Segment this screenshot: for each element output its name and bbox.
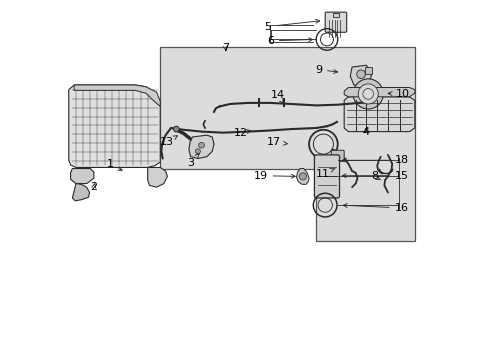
Text: 15: 15 (342, 171, 408, 181)
Text: 9: 9 (314, 64, 337, 75)
Text: 19: 19 (253, 171, 295, 181)
Bar (364, 67, 371, 74)
Text: 8: 8 (370, 171, 380, 181)
Circle shape (356, 70, 365, 78)
Circle shape (299, 173, 306, 180)
Polygon shape (160, 47, 414, 241)
Polygon shape (344, 87, 414, 97)
Text: 7: 7 (222, 43, 228, 53)
Text: 14: 14 (270, 90, 284, 103)
Text: 11: 11 (315, 168, 334, 179)
Polygon shape (296, 168, 308, 184)
Text: 12: 12 (233, 128, 250, 138)
Text: 6: 6 (266, 36, 312, 46)
Polygon shape (69, 85, 160, 167)
Bar (332, 13, 338, 17)
Polygon shape (70, 168, 94, 184)
Circle shape (195, 149, 200, 154)
Text: 16: 16 (343, 203, 408, 213)
Polygon shape (344, 97, 414, 132)
Polygon shape (188, 135, 214, 158)
Circle shape (198, 142, 204, 148)
Circle shape (357, 84, 378, 104)
FancyBboxPatch shape (325, 12, 346, 32)
Text: 17: 17 (266, 138, 287, 147)
Text: 13: 13 (160, 136, 177, 147)
Text: 5: 5 (264, 19, 319, 32)
Circle shape (173, 126, 179, 132)
FancyBboxPatch shape (330, 150, 344, 161)
Text: 1: 1 (106, 159, 122, 170)
Text: 3: 3 (187, 154, 199, 168)
Polygon shape (72, 184, 89, 201)
Text: 4: 4 (362, 127, 368, 136)
Text: 2: 2 (90, 182, 97, 192)
Polygon shape (147, 167, 167, 187)
Text: 18: 18 (342, 155, 408, 165)
Polygon shape (349, 65, 371, 87)
FancyBboxPatch shape (314, 155, 339, 198)
Text: 10: 10 (387, 89, 409, 99)
Polygon shape (74, 85, 160, 107)
Circle shape (352, 79, 383, 109)
